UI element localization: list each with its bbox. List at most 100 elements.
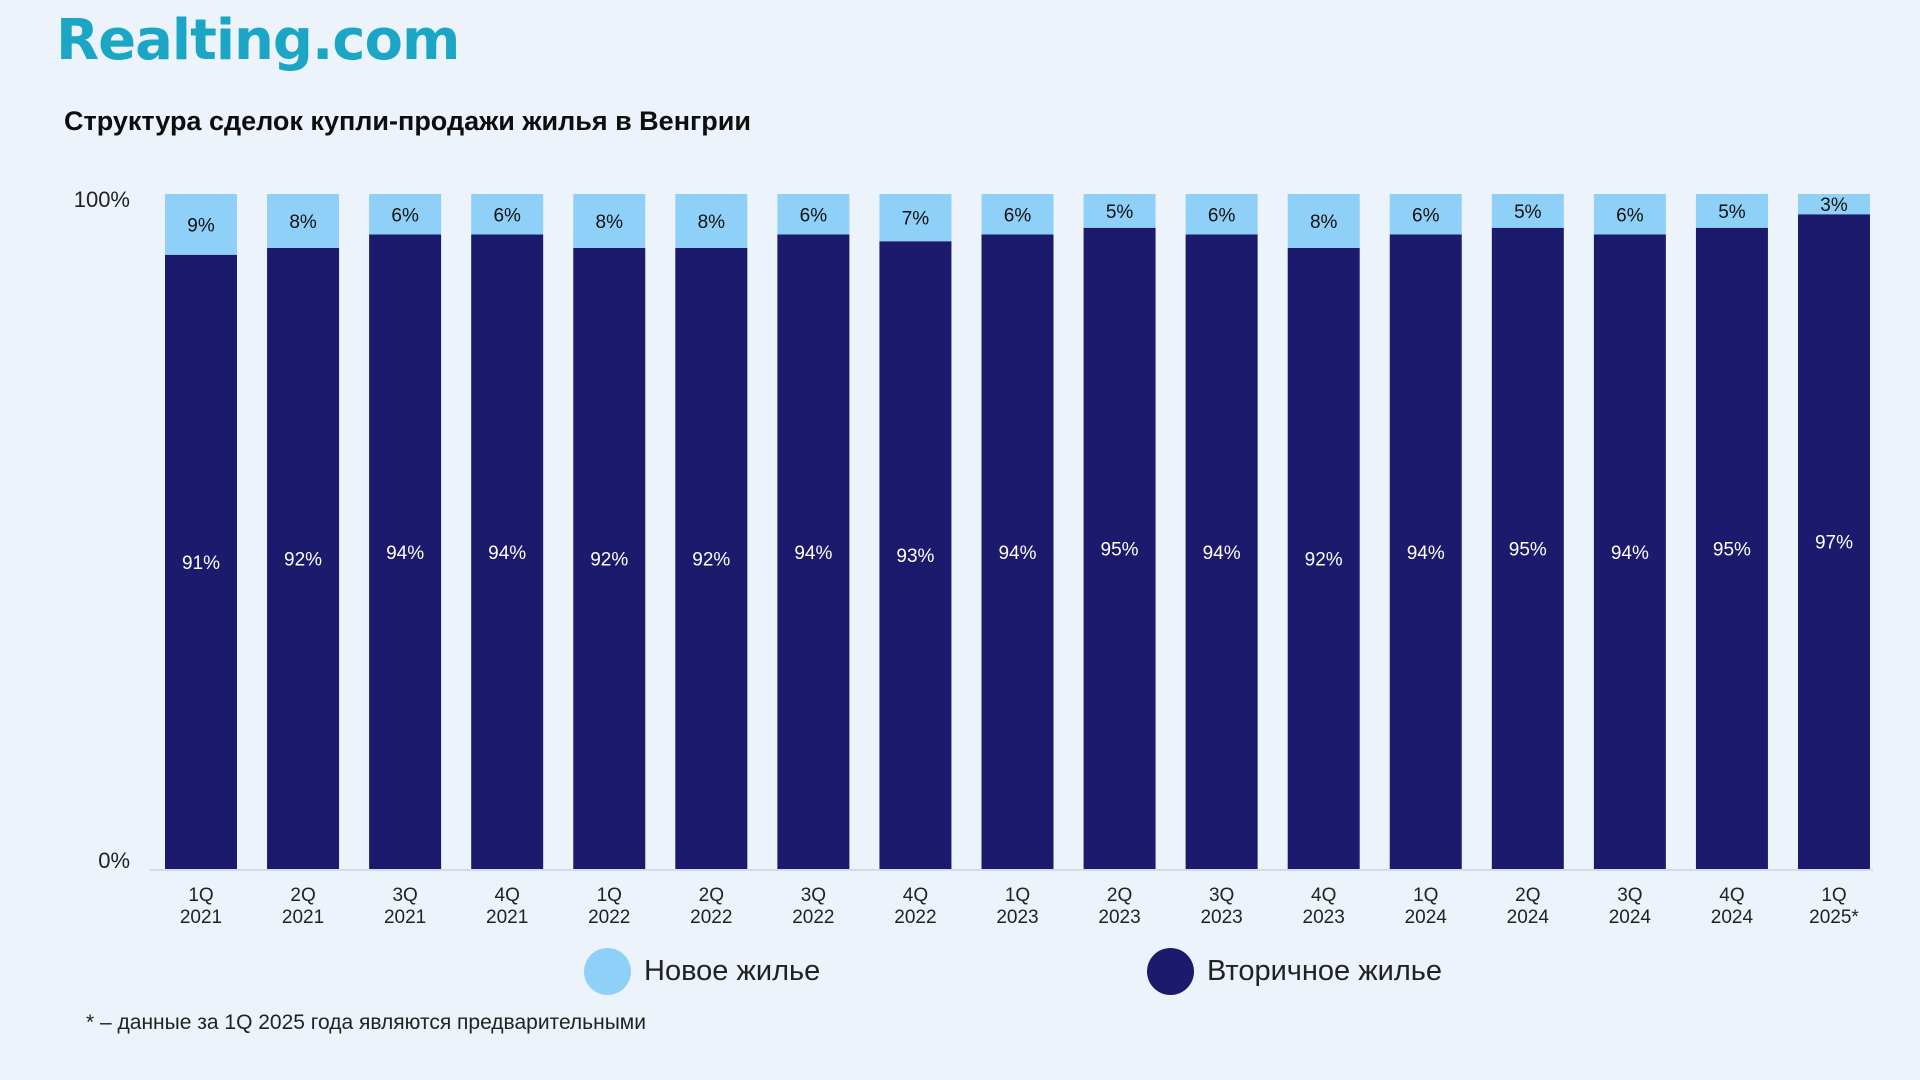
bar-secondary (1491, 227, 1564, 869)
y-tick-label-0: 0% (98, 848, 130, 873)
bar-new (573, 194, 646, 248)
x-tick-label-quarter: 3Q (1209, 885, 1234, 906)
x-tick-label-year: 2023 (1303, 907, 1345, 928)
data-label-secondary: 94% (1407, 543, 1445, 564)
x-tick-label-year: 2021 (486, 907, 528, 928)
data-label-secondary: 97% (1815, 533, 1853, 554)
bar-new (471, 194, 544, 235)
y-tick-label-100: 100% (74, 187, 130, 212)
bar-secondary (471, 234, 544, 869)
legend-label-secondary: Вторичное жилье (1207, 955, 1442, 987)
bar-new (1389, 194, 1462, 235)
bar-new (879, 194, 952, 242)
bar-secondary (1185, 234, 1258, 869)
x-tick-label-quarter: 4Q (1311, 885, 1336, 906)
footnote: * – данные за 1Q 2025 года являются пред… (86, 1011, 646, 1034)
bar-secondary (1389, 234, 1462, 869)
data-label-secondary: 92% (590, 550, 628, 571)
x-tick-label-quarter: 3Q (392, 885, 417, 906)
x-tick-label-quarter: 4Q (495, 885, 520, 906)
legend-swatch-secondary (1147, 948, 1194, 995)
x-tick-label-quarter: 1Q (1413, 885, 1438, 906)
data-label-secondary: 95% (1713, 539, 1751, 560)
bar-secondary (1593, 234, 1666, 869)
bar-new (981, 194, 1054, 235)
bar-new (1185, 194, 1258, 235)
stacked-bar-chart: 100%0%9%91%1Q20218%92%2Q20216%94%3Q20216… (74, 187, 1873, 928)
bar-secondary (1798, 214, 1870, 869)
data-label-secondary: 92% (692, 550, 730, 571)
data-label-secondary: 94% (488, 543, 526, 564)
bar-secondary (165, 254, 237, 869)
chart-title: Структура сделок купли-продажи жилья в В… (64, 106, 751, 136)
x-tick-label-year: 2023 (1200, 907, 1242, 928)
data-label-new: 6% (800, 205, 828, 226)
x-tick-label-year: 2024 (1609, 907, 1652, 928)
bar-secondary (1083, 227, 1156, 869)
x-tick-label-year: 2024 (1711, 907, 1754, 928)
data-label-new: 8% (698, 212, 726, 233)
bar-new (777, 194, 850, 235)
x-tick-label-quarter: 1Q (188, 885, 213, 906)
bar-new (165, 194, 237, 255)
bar-new (1287, 194, 1360, 248)
bar-secondary (267, 248, 340, 869)
x-tick-label-year: 2023 (1098, 907, 1140, 928)
data-label-new: 7% (902, 209, 930, 230)
data-label-new: 6% (1412, 205, 1440, 226)
bar-secondary (981, 234, 1054, 869)
bar-new (1593, 194, 1666, 235)
data-label-secondary: 93% (896, 546, 934, 567)
legend-item-new: Новое жилье (584, 948, 820, 995)
data-label-secondary: 92% (284, 550, 322, 571)
bar-secondary (675, 248, 748, 869)
data-label-secondary: 92% (1305, 550, 1343, 571)
x-tick-label-year: 2025* (1809, 907, 1859, 928)
x-tick-label-quarter: 3Q (801, 885, 826, 906)
data-label-new: 5% (1514, 202, 1542, 223)
bar-secondary (1287, 248, 1360, 869)
x-tick-label-quarter: 3Q (1617, 885, 1642, 906)
x-tick-label-quarter: 2Q (699, 885, 724, 906)
data-label-secondary: 94% (998, 543, 1036, 564)
data-label-new: 6% (391, 205, 419, 226)
x-tick-label-year: 2023 (996, 907, 1038, 928)
x-tick-label-quarter: 4Q (903, 885, 928, 906)
legend-label-new: Новое жилье (644, 955, 821, 987)
x-tick-label-year: 2022 (690, 907, 732, 928)
x-tick-label-year: 2022 (792, 907, 834, 928)
bar-secondary (1695, 227, 1768, 869)
data-label-new: 6% (1004, 205, 1032, 226)
data-label-new: 5% (1106, 202, 1134, 223)
data-label-new: 9% (187, 215, 215, 236)
legend-item-secondary: Вторичное жилье (1147, 948, 1442, 995)
x-tick-label-year: 2024 (1405, 907, 1448, 928)
data-label-new: 8% (596, 212, 624, 233)
data-label-new: 8% (1310, 212, 1338, 233)
legend-swatch-new (584, 948, 631, 995)
bar-new (1083, 194, 1156, 228)
bar-new (1798, 194, 1870, 215)
bar-secondary (573, 248, 646, 869)
x-tick-label-year: 2022 (894, 907, 936, 928)
x-tick-label-quarter: 1Q (1005, 885, 1030, 906)
x-tick-label-year: 2021 (180, 907, 222, 928)
bar-secondary (879, 241, 952, 869)
x-tick-label-quarter: 1Q (597, 885, 622, 906)
data-label-secondary: 94% (1203, 543, 1241, 564)
data-label-new: 6% (1208, 205, 1236, 226)
x-tick-label-year: 2024 (1507, 907, 1550, 928)
data-label-secondary: 95% (1101, 539, 1139, 560)
x-tick-label-year: 2021 (384, 907, 426, 928)
x-tick-label-year: 2021 (282, 907, 324, 928)
data-label-secondary: 94% (1611, 543, 1649, 564)
data-label-new: 3% (1820, 195, 1848, 216)
data-label-secondary: 91% (182, 553, 220, 574)
data-label-new: 5% (1718, 202, 1746, 223)
bar-secondary (777, 234, 850, 869)
bar-new (1491, 194, 1564, 228)
x-tick-label-quarter: 1Q (1821, 885, 1846, 906)
bar-secondary (369, 234, 442, 869)
data-label-secondary: 95% (1509, 539, 1547, 560)
bar-new (369, 194, 442, 235)
